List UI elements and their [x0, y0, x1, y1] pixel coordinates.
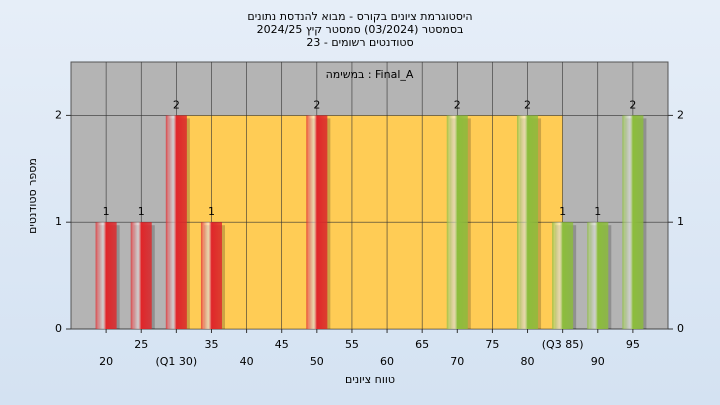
x-tick-label: 95 [626, 338, 640, 351]
bar [130, 222, 152, 329]
x-tick-label: 90 [591, 355, 605, 368]
y-tick-label: 0 [677, 322, 684, 335]
title-line: היסטוגרמת ציונים בקורס - מבוא להנדסת נתו… [247, 10, 472, 23]
data-label: 1 [559, 205, 566, 218]
x-axis-label: טווח ציונים [345, 373, 395, 386]
data-label: 2 [629, 98, 636, 111]
data-label: 2 [454, 98, 461, 111]
bar [165, 115, 187, 330]
bar [552, 222, 574, 329]
y-tick-label: 1 [55, 215, 62, 228]
title-line: בסמסטר (03/2024) סמסטר קיץ 2024/25 [257, 23, 464, 36]
bar [587, 222, 609, 329]
x-tick-label: 35 [204, 338, 218, 351]
data-label: 1 [208, 205, 215, 218]
x-tick-label: 75 [485, 338, 499, 351]
annotation: במשימה : Final_A [326, 68, 414, 81]
data-label: 1 [103, 205, 110, 218]
bar [306, 115, 328, 330]
x-tick-label: (Q1 30) [155, 355, 197, 368]
y-axis-label: מספר סטודנטים [26, 158, 39, 234]
bar [95, 222, 117, 329]
y-tick-label: 0 [55, 322, 62, 335]
x-tick-label: 50 [310, 355, 324, 368]
data-label: 1 [594, 205, 601, 218]
x-tick-label: 55 [345, 338, 359, 351]
data-label: 2 [313, 98, 320, 111]
x-tick-label: 80 [521, 355, 535, 368]
y-tick-label: 2 [55, 108, 62, 121]
bar [622, 115, 644, 330]
x-tick-label: 45 [275, 338, 289, 351]
y-tick-label: 1 [677, 215, 684, 228]
bar [516, 115, 539, 330]
x-tick-label: 60 [380, 355, 394, 368]
x-tick-label: 20 [99, 355, 113, 368]
data-label: 2 [524, 98, 531, 111]
x-tick-label: 25 [134, 338, 148, 351]
bar [446, 115, 468, 330]
data-label: 2 [173, 98, 180, 111]
x-tick-label: (Q3 85) [542, 338, 584, 351]
y-tick-label: 2 [677, 108, 684, 121]
data-label: 1 [138, 205, 145, 218]
bar [200, 222, 223, 329]
x-tick-label: 70 [450, 355, 464, 368]
x-tick-label: 65 [415, 338, 429, 351]
title-line: סטודנטים רשומים - 23 [306, 36, 413, 49]
x-tick-label: 40 [240, 355, 254, 368]
